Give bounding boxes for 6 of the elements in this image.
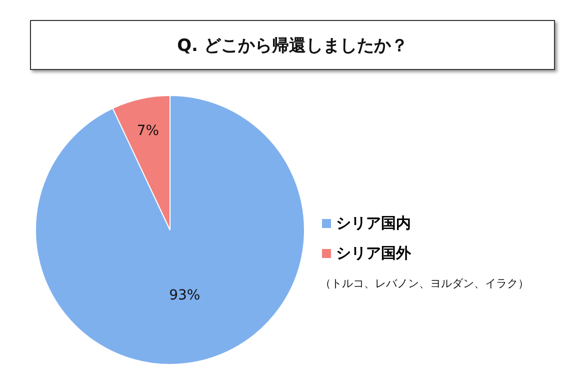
data-label: 93% [169,287,200,304]
data-label: 7% [136,123,160,140]
text: （トルコ、レバノン、ヨルダン、イラク） [320,276,529,291]
legend-label: シリア国内 [336,214,411,232]
chart-title: Q. どこから帰還しましたか？ [30,20,555,70]
legend-label: シリア国外 [336,244,411,262]
